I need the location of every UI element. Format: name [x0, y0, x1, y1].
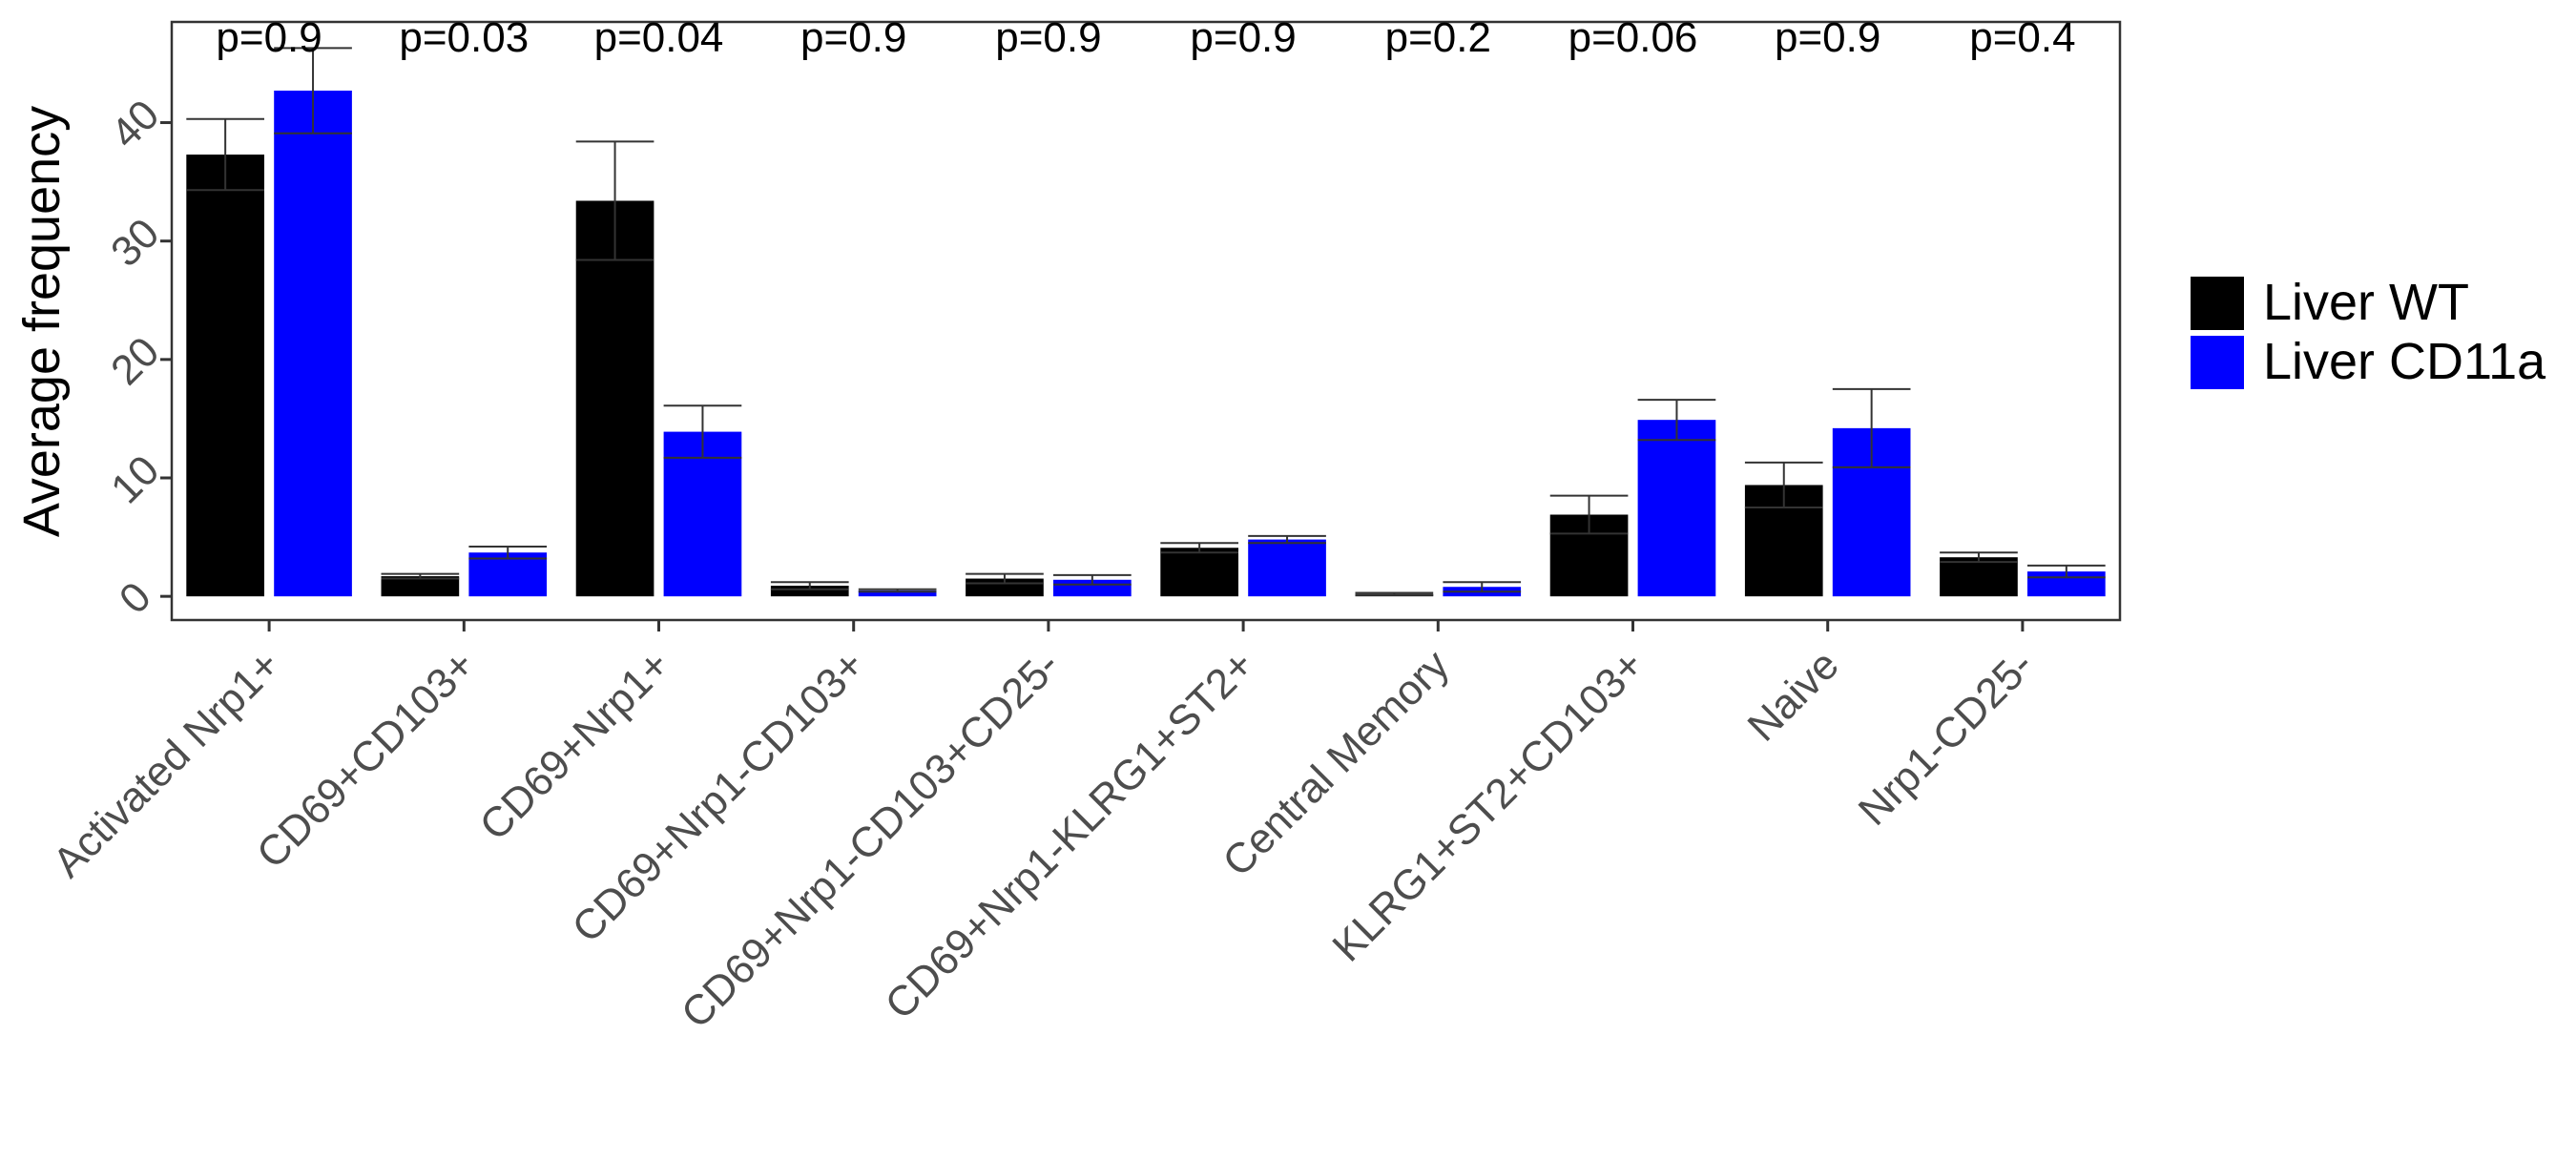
p-value-label-cd69-nrp1-klrg1-st2: p=0.9 [1190, 14, 1296, 61]
error-bar-liver-cd11a-cd69-nrp1-cd103 [858, 588, 937, 593]
p-value-label-cd69-cd103: p=0.03 [399, 14, 529, 61]
error-bars-layer [186, 47, 2106, 596]
bar-liver-cd11a-cd69-nrp1 [663, 431, 742, 597]
error-bar-liver-cd11a-klrg1-st2-cd103 [1637, 399, 1716, 442]
error-bar-liver-cd11a-cd69-cd103 [468, 546, 548, 560]
error-bar-liver-wt-cd69-nrp1-klrg1-st2 [1160, 542, 1238, 554]
bar-liver-wt-nrp1-cd25 [1940, 557, 2018, 597]
bar-liver-wt-cd69-nrp1-cd103 [770, 585, 849, 597]
p-value-labels: p=0.9 p=0.03 p=0.04 p=0.9 p=0.9 p=0.9 p=0.2 p=0… [216, 14, 2075, 61]
error-bar-liver-wt-activated-nrp1 [186, 117, 264, 192]
legend-swatch-liver-cd11a [2191, 336, 2244, 389]
p-value-label-naive: p=0.9 [1775, 14, 1880, 61]
bar-liver-cd11a-klrg1-st2-cd103 [1637, 420, 1716, 597]
y-tick-label-0: 0 [111, 573, 160, 623]
error-bar-liver-cd11a-cd69-nrp1 [663, 404, 742, 459]
p-value-label-klrg1-st2-cd103: p=0.06 [1568, 14, 1698, 61]
bar-liver-wt-cd69-nrp1-klrg1-st2 [1160, 548, 1238, 597]
bar-liver-cd11a-activated-nrp1 [274, 91, 352, 597]
x-tick-label-cd69-nrp1: CD69+Nrp1+ [471, 641, 679, 849]
y-tick-label-10: 10 [102, 446, 168, 512]
p-value-label-cd69-nrp1: p=0.04 [594, 14, 724, 61]
bar-liver-cd11a-cd69-cd103 [468, 552, 548, 597]
legend-label-liver-cd11a: Liver CD11a [2263, 333, 2546, 390]
bar-liver-cd11a-cd69-nrp1-cd103 [858, 590, 937, 597]
y-tick-label-40: 40 [102, 92, 168, 157]
error-bar-liver-cd11a-nrp1-cd25 [2027, 564, 2106, 579]
y-axis-title: Average frequency [13, 106, 71, 537]
error-bar-liver-wt-cd69-cd103 [381, 572, 460, 580]
bar-liver-cd11a-cd69-nrp1-klrg1-st2 [1248, 539, 1326, 597]
p-value-label-cd69-nrp1-cd103: p=0.9 [800, 14, 906, 61]
bar-liver-wt-activated-nrp1 [186, 155, 264, 597]
p-value-label-central-memory: p=0.2 [1385, 14, 1491, 61]
bar-liver-wt-cd69-cd103 [381, 576, 460, 597]
bars-layer [186, 91, 2106, 597]
x-tick-label-cd69-nrp1-cd103-cd25: CD69+Nrp1-CD103+CD25- [673, 641, 1069, 1037]
error-bar-liver-cd11a-naive [1832, 387, 1911, 468]
bar-liver-wt-cd69-nrp1 [575, 200, 654, 597]
error-bar-liver-cd11a-cd69-nrp1-klrg1-st2 [1248, 534, 1326, 545]
error-bar-liver-wt-klrg1-st2-cd103 [1549, 494, 1629, 535]
error-bar-liver-cd11a-cd69-nrp1-cd103-cd25 [1053, 573, 1132, 586]
legend-label-liver-wt: Liver WT [2263, 274, 2469, 331]
error-bar-liver-wt-cd69-nrp1-cd103-cd25 [966, 572, 1044, 585]
error-bar-liver-wt-naive [1744, 461, 1823, 509]
p-value-label-nrp1-cd25: p=0.4 [1969, 14, 2075, 61]
error-bar-liver-wt-nrp1-cd25 [1940, 551, 2018, 564]
error-bar-liver-wt-central-memory [1355, 591, 1434, 596]
x-axis: Activated Nrp1+CD69+CD103+CD69+Nrp1+CD69… [44, 620, 2043, 1038]
error-bar-liver-wt-cd69-nrp1 [575, 140, 654, 261]
y-tick-label-20: 20 [102, 328, 168, 394]
panel-border [170, 20, 2122, 622]
p-value-label-cd69-nrp1-cd103-cd25: p=0.9 [995, 14, 1101, 61]
x-tick-label-klrg1-st2-cd103: KLRG1+ST2+CD103+ [1323, 641, 1652, 970]
x-tick-label-naive: Naive [1739, 641, 1848, 750]
p-value-label-activated-nrp1: p=0.9 [216, 14, 322, 61]
y-tick-label-30: 30 [102, 210, 168, 276]
error-bar-liver-cd11a-central-memory [1443, 581, 1522, 593]
x-tick-label-cd69-nrp1-klrg1-st2: CD69+Nrp1-KLRG1+ST2+ [877, 641, 1264, 1028]
error-bar-liver-cd11a-activated-nrp1 [274, 47, 352, 135]
y-axis: 0 10 20 30 40 [102, 92, 172, 623]
error-bar-liver-wt-cd69-nrp1-cd103 [770, 581, 849, 590]
x-tick-label-nrp1-cd25: Nrp1-CD25- [1850, 641, 2043, 834]
legend-swatch-liver-wt [2191, 277, 2244, 330]
